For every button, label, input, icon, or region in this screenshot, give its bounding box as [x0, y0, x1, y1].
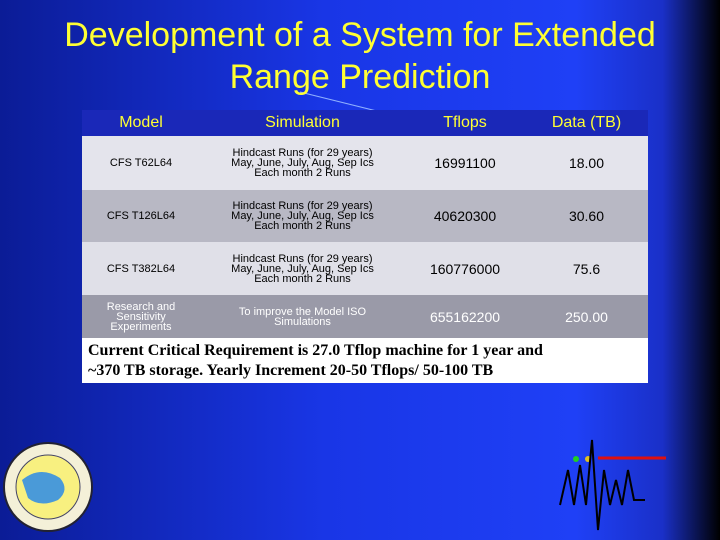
table-cell: 16991100	[405, 136, 525, 190]
table-cell: 40620300	[405, 190, 525, 242]
cell-line: 75.6	[572, 260, 601, 277]
cell-line: Each month 2 Runs	[254, 220, 351, 232]
table-cell: To improve the Model ISO Simulations	[200, 295, 405, 338]
header-cell: Model	[82, 110, 200, 136]
cell-line: Each month 2 Runs	[254, 167, 351, 179]
header-cell: Simulation	[200, 110, 405, 136]
table-cell: 30.60	[525, 190, 648, 242]
table-cell: CFS T62L64	[82, 136, 200, 190]
table-cell: Research and Sensitivity Experiments	[82, 295, 200, 338]
header-row: Model Simulation Tflops Data (TB)	[82, 110, 648, 136]
cell-line: 655162200	[429, 308, 501, 325]
note-line: ~370 TB storage. Yearly Increment 20-50 …	[88, 362, 494, 379]
table-cell: CFS T126L64	[82, 190, 200, 242]
cell-line: May, June, July, Aug, Sep Ics	[231, 262, 374, 275]
note-line: Current Critical Requirement is 27.0 Tfl…	[88, 342, 543, 359]
cell-line: Hindcast Runs (for 29 years)	[232, 252, 373, 265]
cell-line: 40620300	[433, 208, 497, 224]
table-cell: Hindcast Runs (for 29 years) May, June, J…	[200, 136, 405, 190]
cell-line: Research and	[106, 300, 176, 313]
cell-line: Hindcast Runs (for 29 years)	[232, 147, 373, 159]
cell-line: Sensitivity	[116, 310, 166, 323]
table-cell: Hindcast Runs (for 29 years) May, June, J…	[200, 242, 405, 295]
table-cell: Hindcast Runs (for 29 years) May, June, J…	[200, 190, 405, 242]
waveform	[559, 439, 666, 531]
cell-line: 18.00	[568, 155, 605, 171]
slide-title: Development of a System for Extended Rang…	[0, 14, 720, 98]
title-line: Development of a System for Extended	[64, 16, 656, 54]
cell-line: CFS T382L64	[106, 262, 176, 275]
title-line: Range Prediction	[229, 58, 491, 96]
table-row: CFS T126L64 Hindcast Runs (for 29 years) M…	[82, 190, 648, 242]
header-cell: Tflops	[405, 110, 525, 136]
table-row: CFS T382L64 Hindcast Runs (for 29 years) M…	[82, 242, 648, 295]
table-row: CFS T62L64 Hindcast Runs (for 29 years) Ma…	[82, 136, 648, 190]
header-cell: Data (TB)	[525, 110, 648, 136]
note: Current Critical Requirement is 27.0 Tfl…	[82, 338, 648, 383]
cell-line: Hindcast Runs (for 29 years)	[232, 200, 373, 212]
cell-line: 16991100	[434, 155, 496, 171]
table-cell: 655162200	[405, 295, 525, 338]
cell-line: Each month 2 Runs	[254, 272, 351, 285]
table-cell: CFS T382L64	[82, 242, 200, 295]
cell-line: 250.00	[565, 308, 608, 325]
table-cell: 160776000	[405, 242, 525, 295]
cell-line: 30.60	[568, 208, 605, 224]
table-cell: 18.00	[525, 136, 648, 190]
logo	[3, 442, 93, 532]
cell-line: CFS T126L64	[106, 210, 176, 222]
table-cell: 75.6	[525, 242, 648, 295]
cell-line: To improve the Model ISO	[238, 305, 367, 318]
table: Model Simulation Tflops Data (TB) CFS T62L64…	[82, 110, 648, 338]
cell-line: Experiments	[110, 320, 172, 333]
table-cell: 250.00	[525, 295, 648, 338]
cell-line: Simulations	[274, 315, 331, 328]
cell-line: May, June, July, Aug, Sep Ics	[231, 157, 374, 169]
table-row: Research and Sensitivity Experiments To imp…	[82, 295, 648, 338]
cell-line: CFS T62L64	[109, 157, 173, 169]
cell-line: 160776000	[429, 260, 501, 277]
cell-line: May, June, July, Aug, Sep Ics	[231, 210, 374, 222]
